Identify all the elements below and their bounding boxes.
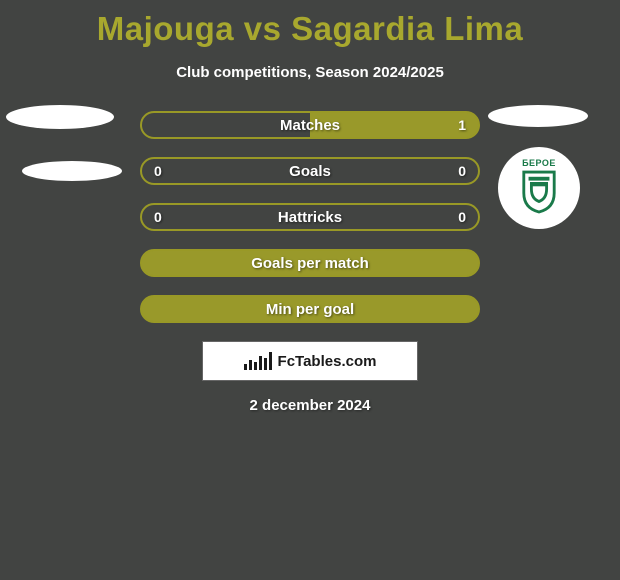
right-player-badges: БЕРОЕ [488, 105, 588, 229]
stat-rows: Matches 1 0 Goals 0 0 Hattricks 0 Goals per matc… [140, 111, 480, 323]
bar-chart-icon [244, 352, 272, 370]
stat-label: Matches [280, 117, 340, 134]
player-placeholder-icon [488, 105, 588, 127]
source-logo: FcTables.com [202, 341, 418, 381]
date-label: 2 december 2024 [0, 397, 620, 414]
shield-icon [520, 170, 558, 214]
stat-row: Goals per match [140, 249, 480, 277]
stat-value-right: 1 [426, 117, 466, 133]
page-subtitle: Club competitions, Season 2024/2025 [0, 64, 620, 81]
stat-label: Goals per match [251, 255, 369, 272]
stat-row: Matches 1 [140, 111, 480, 139]
stat-value-left: 0 [154, 209, 194, 225]
stat-value-right: 0 [426, 163, 466, 179]
club-badge: БЕРОЕ [498, 147, 580, 229]
stat-label: Hattricks [278, 209, 342, 226]
stat-value-right: 0 [426, 209, 466, 225]
stat-row: Min per goal [140, 295, 480, 323]
left-player-badges [6, 105, 122, 181]
stat-label: Goals [289, 163, 331, 180]
stat-value-left: 0 [154, 163, 194, 179]
stats-section: БЕРОЕ Matches 1 0 Goals 0 0 Hattricks 0 Goals pe… [0, 111, 620, 323]
stat-row: 0 Hattricks 0 [140, 203, 480, 231]
page-title: Majouga vs Sagardia Lima [0, 0, 620, 48]
stat-label: Min per goal [266, 301, 354, 318]
club-placeholder-icon [22, 161, 122, 181]
club-badge-text: БЕРОЕ [520, 158, 558, 168]
stat-row: 0 Goals 0 [140, 157, 480, 185]
player-placeholder-icon [6, 105, 114, 129]
source-logo-text: FcTables.com [278, 353, 377, 370]
